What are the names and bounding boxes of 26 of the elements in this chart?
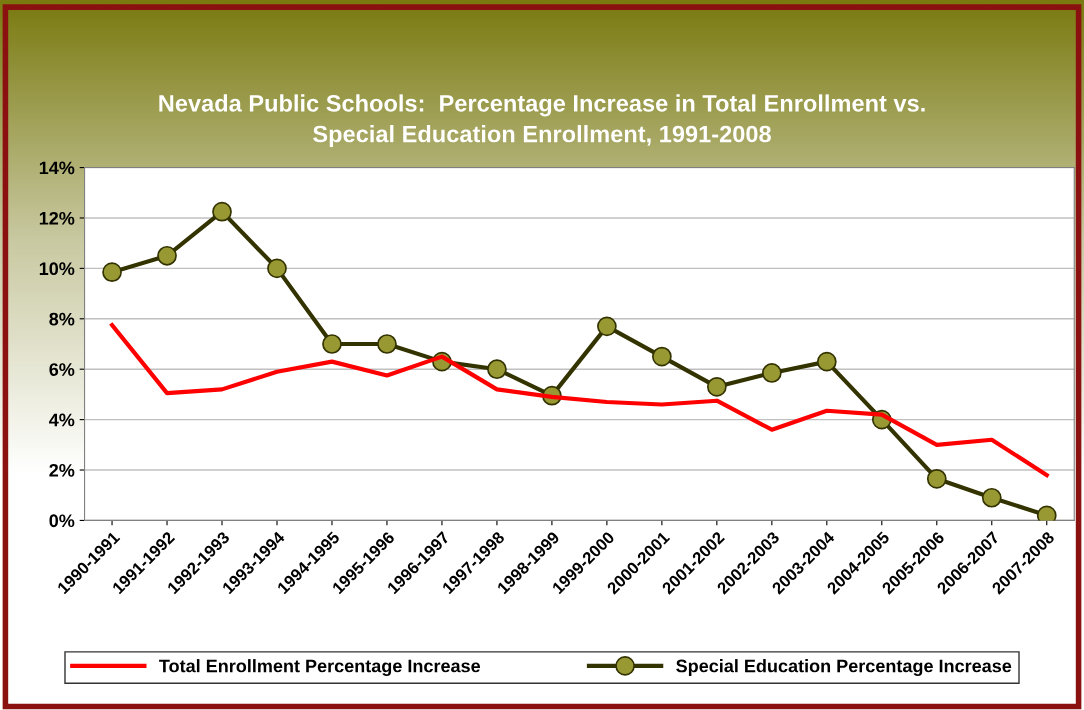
- line-series: [109, 323, 1049, 478]
- point: [102, 262, 122, 283]
- point: [652, 346, 672, 367]
- point: [377, 334, 397, 354]
- y-tick-label: 12%: [39, 211, 75, 225]
- point: [761, 363, 782, 383]
- point: [926, 468, 947, 489]
- point: [816, 351, 837, 372]
- point: [597, 316, 617, 337]
- point: [212, 201, 232, 222]
- legend-label: Special Education Percentage Increase: [676, 659, 1012, 676]
- point: [487, 359, 507, 380]
- point: [157, 245, 177, 266]
- y-tick-label: 6%: [49, 363, 75, 376]
- point: [267, 258, 287, 279]
- y-tick-label: 4%: [49, 413, 75, 427]
- legend-label: Total Enrollment Percentage Increase: [159, 659, 481, 676]
- point: [981, 487, 1002, 508]
- point: [706, 376, 727, 397]
- y-tick-label: 2%: [49, 463, 75, 477]
- y-tick-label: 10%: [39, 262, 75, 276]
- y-tick-label: 8%: [49, 312, 75, 326]
- y-tick-label: 14%: [39, 161, 75, 175]
- point: [322, 334, 342, 354]
- y-tick-label: 0%: [49, 514, 75, 528]
- chart-title: Nevada Public Schools: Percentage Increase in Total Enrollment vs. Special Education Enrollment, 1991-2008: [159, 94, 925, 148]
